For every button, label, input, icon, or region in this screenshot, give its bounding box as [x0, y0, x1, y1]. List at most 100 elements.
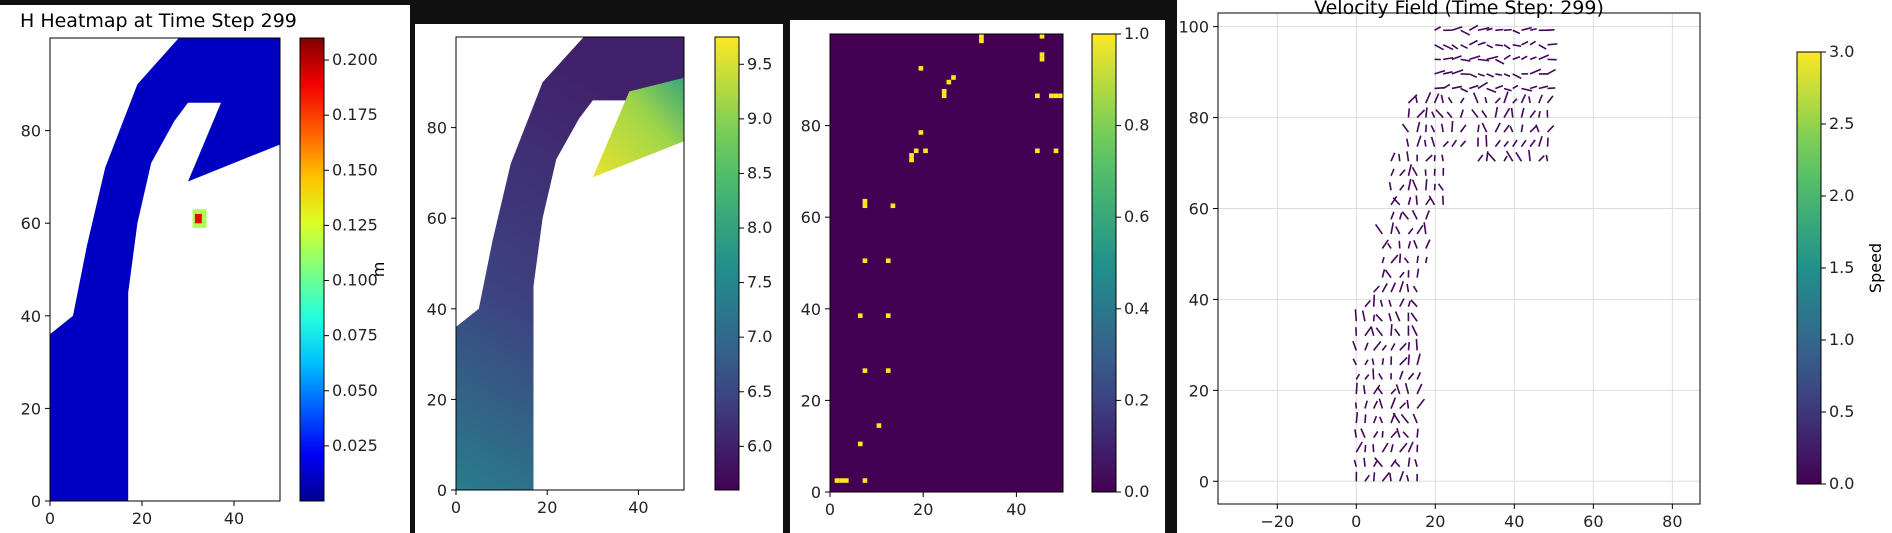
- velocity-arrow: [1433, 93, 1440, 104]
- velocity-arrow: [1486, 55, 1499, 61]
- velocity-arrow: [1372, 314, 1376, 322]
- velocity-arrow: [1460, 44, 1468, 50]
- velocity-arrow: [1481, 122, 1488, 133]
- colorbar-tick-label: 0.0: [1829, 474, 1854, 493]
- colorbar-label: m: [369, 262, 388, 278]
- mask-cell: [857, 441, 863, 447]
- colorbar-tick-label: 0.6: [1124, 207, 1149, 226]
- colorbar-tick-label: 3.0: [1829, 42, 1854, 61]
- colorbar-tick-label: 6.5: [747, 382, 772, 401]
- velocity-arrow: [1411, 166, 1418, 177]
- velocity-arrow: [1372, 415, 1378, 424]
- velocity-arrow: [1521, 26, 1532, 32]
- velocity-arrow: [1352, 340, 1358, 351]
- velocity-arrow: [1390, 430, 1398, 439]
- y-tick-label: 40: [21, 307, 41, 326]
- velocity-arrow: [1528, 149, 1531, 162]
- velocity-arrow: [1512, 44, 1522, 48]
- y-tick-label: 0: [31, 492, 41, 511]
- velocity-arrow: [1355, 382, 1358, 395]
- y-tick-label: 80: [801, 117, 821, 136]
- mask-cell: [1039, 52, 1045, 57]
- colorbar-tick-label: 0.2: [1124, 390, 1149, 409]
- velocity-arrow: [1372, 431, 1379, 439]
- velocity-arrow: [1402, 431, 1410, 439]
- velocity-arrow: [1428, 195, 1436, 206]
- velocity-arrow: [1529, 125, 1537, 133]
- velocity-arrow: [1399, 169, 1406, 177]
- velocity-arrow: [1503, 107, 1511, 118]
- colorbar-tick-label: 1.0: [1829, 330, 1854, 349]
- velocity-arrow: [1398, 153, 1401, 162]
- x-tick-label: 20: [913, 500, 933, 519]
- x-tick-label: 40: [224, 509, 244, 528]
- velocity-arrow: [1416, 255, 1420, 264]
- velocity-arrow: [1381, 283, 1388, 293]
- colorbar-tick-label: 0.4: [1124, 299, 1149, 318]
- velocity-arrow: [1503, 28, 1512, 32]
- velocity-arrow: [1433, 183, 1436, 191]
- x-tick-label: 20: [132, 509, 152, 528]
- velocity-arrow: [1381, 256, 1385, 264]
- velocity-arrow: [1390, 195, 1398, 206]
- velocity-arrow: [1411, 179, 1418, 191]
- velocity-arrow: [1416, 428, 1419, 438]
- h-heatmap-panel: 0 20 40 0 20 40 60 80 H Heatmap at Time Step 299…: [0, 5, 410, 533]
- mask-cell: [862, 258, 868, 263]
- velocity-arrow: [1535, 124, 1540, 133]
- velocity-arrow: [1451, 44, 1459, 50]
- velocity-arrow: [1407, 227, 1414, 235]
- velocity-arrow: [1521, 87, 1533, 92]
- velocity-arrow: [1538, 155, 1545, 162]
- mask-cell: [909, 153, 914, 158]
- velocity-arrow: [1481, 110, 1488, 119]
- velocity-arrow: [1451, 139, 1458, 148]
- colorbar-tick-label: 0.0: [1124, 482, 1149, 501]
- velocity-arrow: [1415, 338, 1418, 351]
- velocity-arrow: [1406, 474, 1410, 482]
- velocity-arrow: [1372, 472, 1376, 482]
- velocity-arrow: [1529, 27, 1537, 32]
- velocity-arrow: [1370, 326, 1375, 336]
- velocity-arrow: [1520, 139, 1527, 148]
- velocity-arrow: [1390, 459, 1397, 468]
- mask-cell: [923, 148, 928, 154]
- x-tick-label: 40: [1006, 500, 1026, 519]
- x-tick-label: 0: [1351, 512, 1361, 531]
- velocity-arrow: [1443, 56, 1454, 61]
- velocity-arrow: [1505, 150, 1514, 162]
- mask-cell: [890, 203, 896, 209]
- velocity-arrow: [1390, 168, 1395, 177]
- velocity-arrow: [1371, 358, 1375, 366]
- y-tick-label: 0: [811, 483, 821, 502]
- velocity-arrow: [1538, 85, 1549, 90]
- velocity-arrow: [1434, 26, 1442, 31]
- mask-cell: [1049, 93, 1054, 99]
- velocity-arrow: [1355, 412, 1359, 424]
- mask-cell: [951, 75, 956, 80]
- colorbar-tick-label: 6.0: [747, 436, 772, 455]
- mask-cell: [862, 203, 868, 209]
- velocity-arrow: [1441, 154, 1444, 162]
- velocity-arrow: [1388, 181, 1392, 191]
- velocity-arrow: [1520, 94, 1527, 104]
- velocity-arrow: [1378, 373, 1384, 380]
- colorbar-tick-label: 0.150: [332, 160, 378, 179]
- velocity-arrow: [1414, 95, 1418, 104]
- velocity-arrow: [1442, 140, 1450, 148]
- colorbar-tick-label: 9.0: [747, 109, 772, 128]
- velocity-arrow: [1477, 27, 1490, 32]
- velocity-arrow: [1407, 108, 1411, 118]
- velocity-arrow: [1472, 92, 1479, 104]
- velocity-arrow: [1512, 139, 1518, 148]
- velocity-arrow: [1401, 123, 1410, 133]
- colorbar-label: Speed: [1866, 243, 1885, 293]
- mask-cell: [862, 368, 868, 373]
- velocity-arrow: [1372, 460, 1378, 468]
- velocity-arrow: [1423, 222, 1427, 235]
- velocity-arrow: [1503, 140, 1509, 148]
- colorbar-tick-label: 0.5: [1829, 402, 1854, 421]
- velocity-arrow: [1407, 164, 1413, 176]
- plot-frame: [1217, 12, 1701, 505]
- mask-cell: [876, 423, 882, 428]
